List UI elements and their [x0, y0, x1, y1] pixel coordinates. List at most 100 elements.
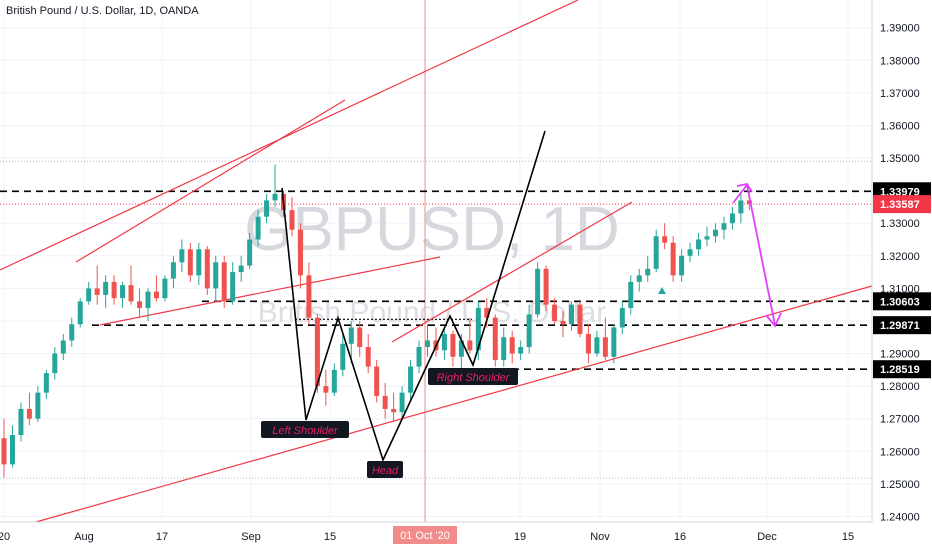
candle-body: [1, 438, 7, 465]
crosshair-date-label: 01 Oct '20: [400, 530, 450, 542]
candle-body: [704, 236, 710, 240]
candle-body: [492, 317, 498, 361]
trend-line: [99, 256, 441, 326]
candle-body: [543, 268, 549, 305]
candle-body: [450, 333, 456, 357]
candle-body: [145, 291, 151, 308]
last-price-tag: [873, 195, 931, 214]
candle-body: [679, 255, 685, 276]
candle-body: [306, 275, 312, 318]
x-tick-label: 20: [0, 531, 10, 543]
candle-body: [111, 281, 117, 299]
candle-body: [501, 337, 507, 361]
candle-body: [391, 408, 397, 413]
trend-line: [35, 285, 873, 523]
candle-body: [272, 193, 278, 201]
price-axis-background: [872, 0, 932, 550]
candle-body: [535, 268, 541, 315]
candle-body: [619, 307, 625, 328]
candle-body: [18, 408, 24, 435]
candle-body: [365, 347, 371, 367]
trend-line: [0, 0, 579, 271]
candle-body: [52, 353, 58, 374]
candle-body: [594, 337, 600, 354]
candle-body: [170, 262, 176, 279]
candle-body: [77, 301, 83, 325]
level-price-label: 1.30603: [880, 296, 920, 308]
candle-body: [416, 347, 422, 367]
head-and-shoulders-pattern: [281, 130, 546, 463]
level-price-label: 1.29871: [880, 320, 920, 332]
y-tick-label: 1.25000: [880, 479, 920, 491]
y-tick-label: 1.27000: [880, 414, 920, 426]
candle-body: [382, 395, 388, 409]
candle-body: [179, 249, 185, 263]
x-tick-label: 19: [514, 531, 526, 543]
time-axis[interactable]: 20Aug17Sep15Oct19Nov16Dec1501 Oct '20: [0, 526, 854, 544]
candle-body: [662, 236, 668, 243]
y-tick-label: 1.28000: [880, 381, 920, 393]
candle-body: [221, 262, 227, 302]
candle-body: [357, 327, 363, 348]
candle-body: [653, 236, 659, 269]
annotation-box: [367, 461, 403, 478]
candle-body: [467, 340, 473, 351]
candle-body: [187, 249, 193, 276]
candles: [1, 164, 752, 478]
level-price-label: 1.28519: [880, 364, 920, 376]
candle-body: [721, 223, 727, 230]
y-tick-label: 1.38000: [880, 55, 920, 67]
level-price-tag: [873, 360, 931, 379]
x-tick-label: 15: [324, 531, 336, 543]
candle-body: [196, 249, 202, 276]
candle-body: [458, 340, 464, 357]
candle-body: [552, 304, 558, 321]
candle-body: [314, 317, 320, 387]
candle-body: [670, 242, 676, 276]
candle-body: [509, 337, 515, 354]
candle-body: [103, 281, 109, 295]
candle-body: [331, 369, 337, 393]
x-tick-label: Aug: [74, 531, 94, 543]
candle-body: [43, 373, 49, 393]
projection-arrowhead-down: [765, 312, 782, 328]
candle-body: [323, 386, 329, 393]
candle-body: [69, 324, 75, 341]
annotation-box: [261, 421, 349, 438]
candle-body: [35, 392, 41, 419]
candle-body: [137, 301, 143, 308]
candle-body: [153, 291, 159, 299]
pattern-polyline: [281, 130, 546, 463]
x-tick-label: Sep: [241, 531, 261, 543]
candle-body: [746, 200, 752, 204]
candle-body: [729, 213, 735, 224]
candle-body: [441, 333, 447, 351]
y-tick-label: 1.24000: [880, 511, 920, 523]
candle-body: [577, 304, 583, 334]
candle-body: [255, 216, 261, 240]
level-price-tag: [873, 316, 931, 335]
plot-background: [0, 0, 872, 522]
trend-line: [391, 201, 633, 343]
horizontal-levels: [0, 160, 872, 479]
candle-body: [602, 337, 608, 357]
candle-body: [696, 239, 702, 250]
candle-body: [611, 327, 617, 357]
marker-triangle: [658, 287, 666, 294]
candle-body: [738, 200, 744, 214]
candle-body: [687, 249, 693, 256]
x-tick-label: 17: [156, 531, 168, 543]
y-tick-label: 1.32000: [880, 251, 920, 263]
candle-body: [475, 307, 481, 351]
candle-body: [204, 249, 210, 289]
candle-body: [585, 333, 591, 354]
candle-body: [162, 278, 168, 299]
x-tick-label: 16: [674, 531, 686, 543]
annotation-box: [428, 368, 518, 385]
y-tick-label: 1.29000: [880, 349, 920, 361]
candle-body: [340, 343, 346, 370]
candle-body: [348, 327, 354, 344]
candle-body: [408, 366, 414, 393]
